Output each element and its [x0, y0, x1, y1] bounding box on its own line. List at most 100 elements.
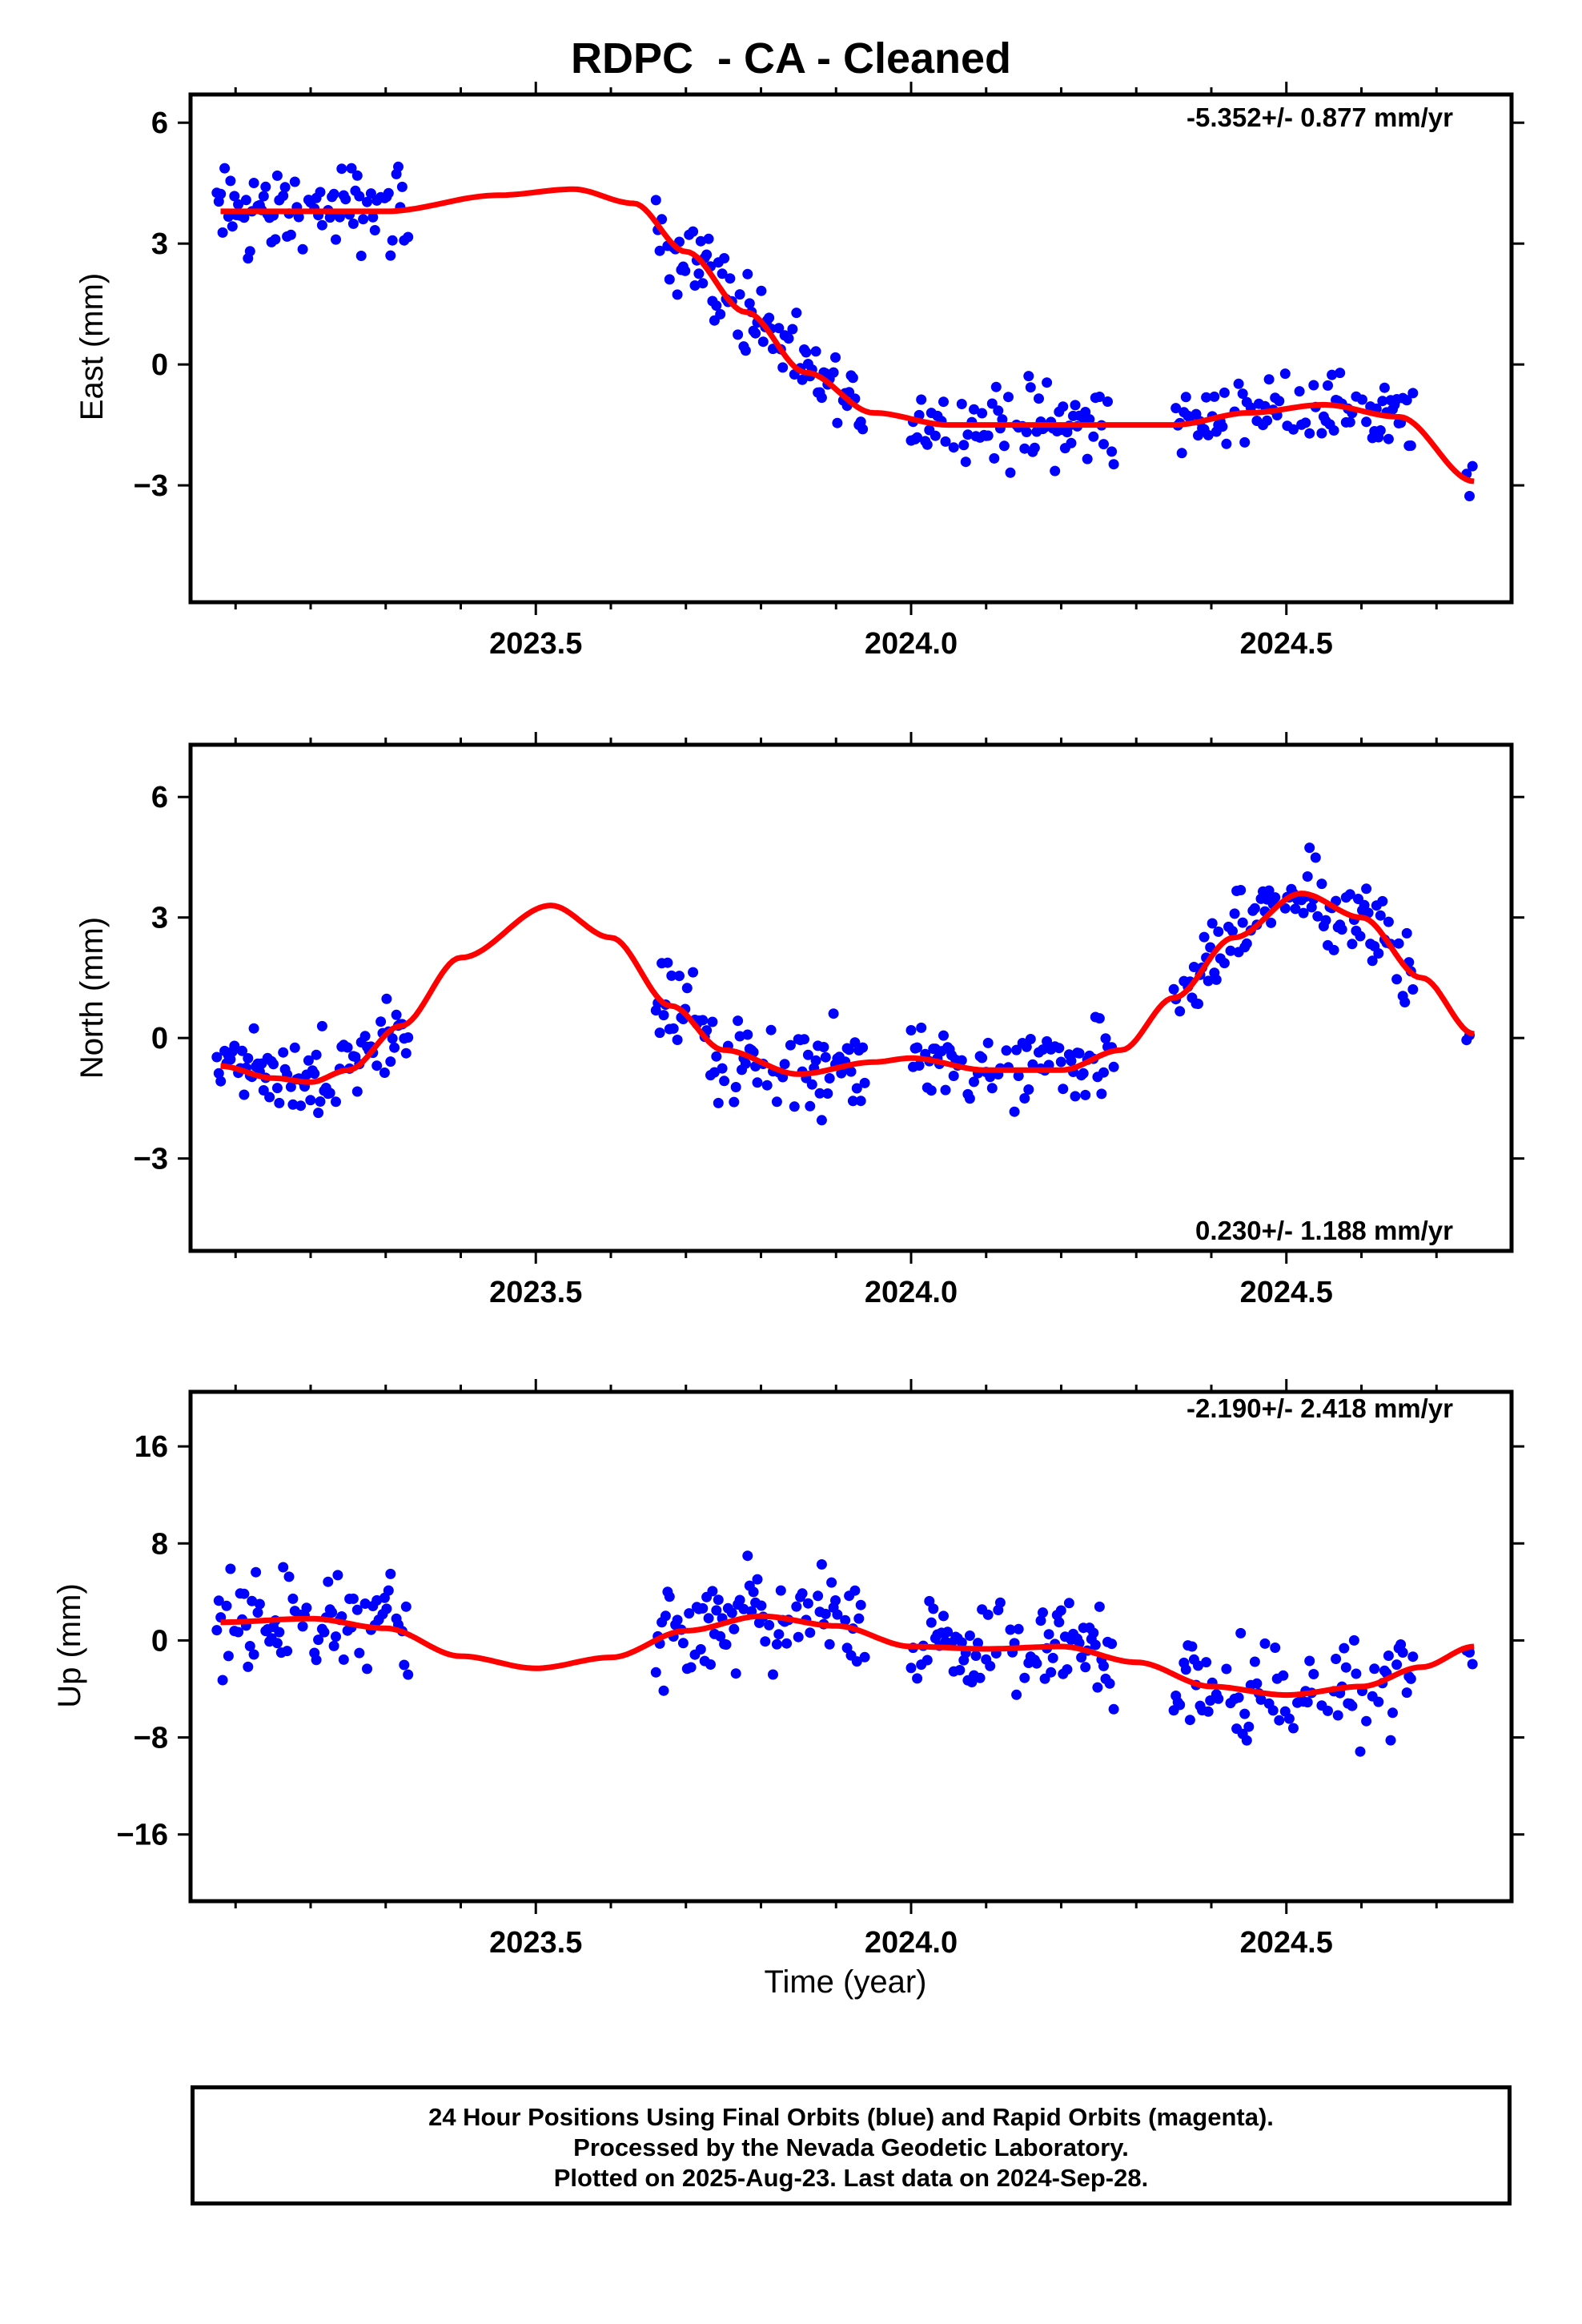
up-data-point — [1391, 1659, 1403, 1671]
east-data-point — [387, 235, 398, 246]
north-data-point — [211, 1051, 223, 1063]
east-data-point — [816, 392, 827, 404]
north-data-point — [1237, 917, 1248, 928]
time-xlabel: Time (year) — [765, 1964, 927, 2000]
up-data-point — [1019, 1672, 1030, 1683]
east-data-point — [830, 352, 841, 363]
east-data-point — [1021, 427, 1032, 437]
north-data-point — [1066, 1055, 1077, 1067]
up-data-point — [1383, 1651, 1394, 1661]
east-data-point — [270, 234, 281, 245]
north-data-point — [1225, 945, 1236, 956]
north-data-point — [913, 1060, 925, 1071]
north-data-point — [1055, 1056, 1066, 1068]
north-data-point — [1407, 984, 1419, 995]
up-data-point — [1308, 1669, 1319, 1679]
up-data-point — [684, 1608, 695, 1619]
up-data-point — [327, 1607, 338, 1618]
north-data-point — [1241, 938, 1252, 949]
up-data-point — [1249, 1656, 1260, 1667]
north-data-point — [733, 1015, 744, 1027]
north-data-point — [213, 1068, 224, 1079]
east-data-point — [847, 372, 858, 384]
up-data-point — [832, 1609, 843, 1620]
north-data-point — [977, 1052, 988, 1063]
east-data-point — [1106, 446, 1118, 457]
up-plot-frame — [188, 1389, 1514, 1904]
east-data-point — [1274, 396, 1285, 407]
north-data-point — [1023, 1084, 1034, 1095]
up-data-point — [1270, 1642, 1281, 1653]
east-data-point — [1102, 396, 1113, 407]
east-data-point — [801, 347, 812, 358]
up-data-point — [685, 1662, 697, 1673]
up-data-point — [797, 1588, 808, 1599]
up-data-point — [738, 1603, 749, 1614]
east-data-point — [725, 273, 736, 284]
north-data-point — [1207, 918, 1218, 929]
north-data-point — [1070, 1091, 1081, 1102]
up-data-point — [403, 1669, 414, 1680]
up-data-point — [768, 1669, 778, 1680]
north-data-point — [1336, 924, 1347, 935]
east-ytick-label: 3 — [151, 227, 168, 261]
up-data-point — [1104, 1678, 1115, 1689]
north-data-point — [287, 1099, 299, 1110]
north-data-point — [391, 1009, 402, 1020]
north-data-point — [824, 1073, 835, 1084]
north-data-point — [1213, 926, 1224, 937]
east-ylabel: East (mm) — [74, 273, 110, 420]
north-data-point — [1219, 958, 1230, 969]
north-data-point — [1027, 1059, 1038, 1070]
east-data-point — [229, 191, 240, 202]
up-data-point — [703, 1613, 714, 1624]
east-xtick-label: 2024.5 — [1240, 627, 1333, 661]
north-data-point — [1347, 939, 1358, 950]
up-data-point — [323, 1576, 334, 1587]
up-data-point — [1203, 1706, 1214, 1717]
up-data-point — [791, 1601, 802, 1612]
up-data-point — [695, 1644, 706, 1655]
north-plot-frame — [188, 742, 1514, 1253]
north-data-point — [847, 1096, 858, 1107]
east-data-point — [717, 268, 728, 279]
north-data-point — [822, 1088, 833, 1099]
up-data-point — [1039, 1673, 1050, 1684]
north-data-point — [730, 1082, 741, 1092]
north-ytick-label: 3 — [151, 902, 168, 935]
north-data-point — [1025, 1034, 1036, 1044]
east-data-point — [740, 345, 751, 356]
east-data-point — [1304, 428, 1315, 439]
north-data-point — [1290, 903, 1301, 915]
up-data-point — [1094, 1601, 1105, 1612]
up-data-point — [764, 1619, 775, 1630]
east-data-point — [258, 191, 269, 202]
north-ytick-label: −3 — [134, 1143, 168, 1176]
north-data-point — [274, 1097, 285, 1108]
north-data-point — [1168, 983, 1179, 995]
up-data-point — [851, 1656, 862, 1667]
up-model-curve — [220, 1613, 1475, 1699]
up-xtick-label: 2024.5 — [1240, 1926, 1333, 1960]
east-data-point — [1335, 368, 1346, 379]
east-data-point — [334, 211, 345, 223]
north-data-point — [359, 1031, 371, 1042]
up-data-point — [985, 1660, 996, 1671]
north-data-point — [851, 1083, 862, 1094]
north-data-point — [403, 1032, 414, 1043]
east-data-point — [248, 178, 259, 188]
east-data-point — [1467, 460, 1478, 472]
east-data-point — [993, 405, 1004, 416]
north-xtick-label: 2024.5 — [1240, 1276, 1333, 1309]
east-data-point — [1288, 424, 1299, 435]
up-data-point — [1323, 1705, 1333, 1716]
east-data-point — [271, 170, 283, 181]
east-data-point — [693, 268, 705, 279]
north-data-point — [802, 1049, 813, 1060]
up-data-point — [974, 1672, 986, 1683]
up-data-point — [1387, 1707, 1398, 1719]
north-data-point — [707, 1016, 718, 1027]
up-data-point — [781, 1638, 793, 1649]
north-data-point — [948, 1071, 959, 1081]
north-data-point — [1375, 910, 1386, 921]
